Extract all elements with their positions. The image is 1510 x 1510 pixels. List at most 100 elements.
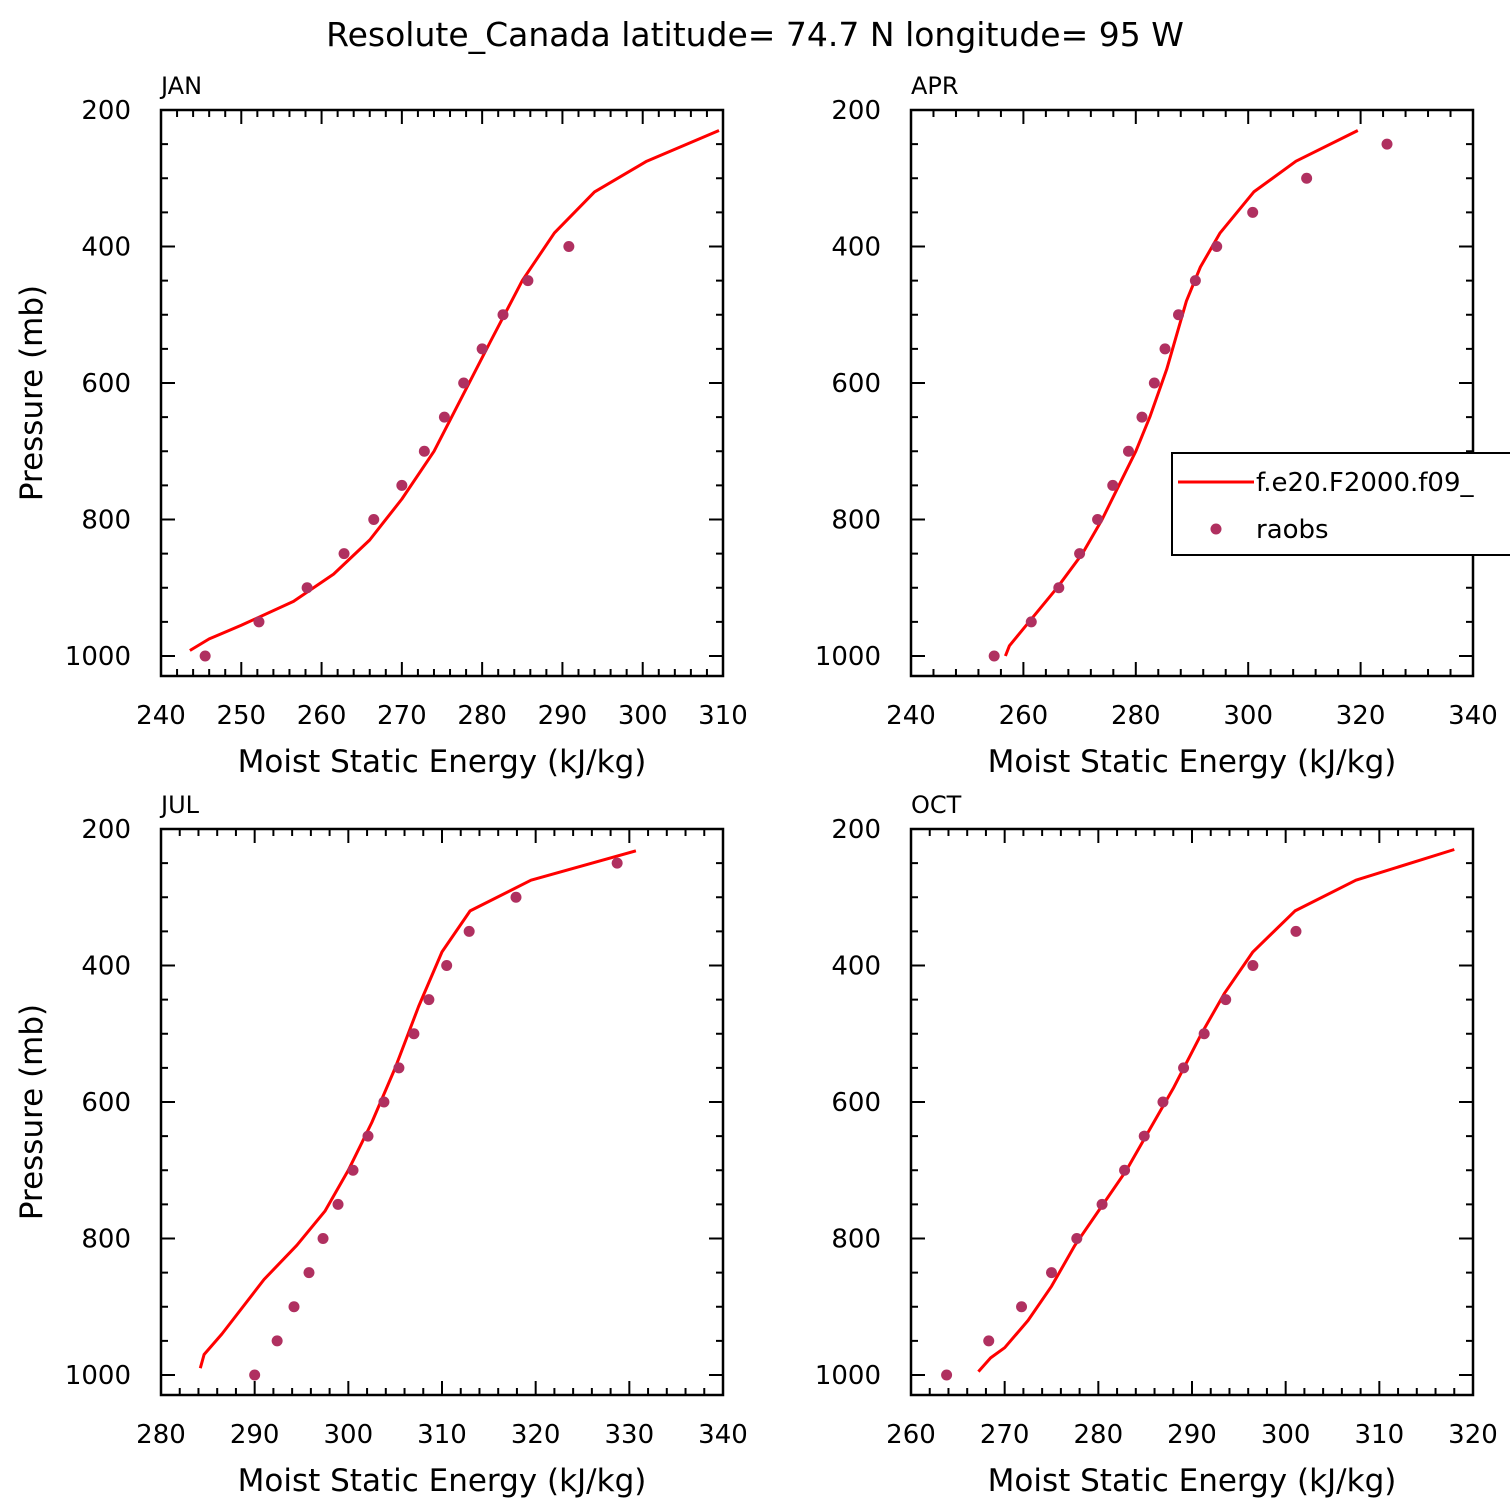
x-tick-label: 290: [1167, 1420, 1217, 1450]
x-tick-label: 280: [1111, 701, 1161, 731]
obs-point: [396, 479, 408, 491]
y-tick-label: 400: [831, 952, 881, 982]
y-tick-label: 400: [81, 952, 131, 982]
obs-point: [378, 1096, 390, 1108]
y-tick-label: 200: [81, 96, 131, 126]
y-tick-label: 200: [831, 96, 881, 126]
x-axis-label: Moist Static Energy (kJ/kg): [238, 1463, 647, 1499]
x-tick-label: 290: [538, 701, 588, 731]
obs-point: [1016, 1301, 1028, 1313]
x-tick-label: 300: [324, 1420, 374, 1450]
legend-label: raobs: [1256, 515, 1329, 545]
y-tick-label: 800: [81, 506, 131, 536]
obs-point: [983, 1335, 995, 1347]
x-tick-label: 320: [1448, 1420, 1498, 1450]
x-tick-label: 260: [999, 701, 1049, 731]
legend-label: f.e20.F2000.f09_: [1256, 468, 1474, 498]
y-tick-label: 600: [831, 369, 881, 399]
obs-point: [611, 857, 623, 869]
obs-point: [271, 1335, 283, 1347]
x-tick-label: 310: [417, 1420, 467, 1450]
obs-point: [1092, 514, 1104, 525]
obs-point: [1173, 309, 1185, 321]
x-tick-label: 280: [136, 1420, 186, 1450]
x-tick-label: 340: [1448, 701, 1498, 731]
obs-point: [1074, 548, 1086, 560]
obs-point: [476, 343, 488, 355]
x-tick-label: 240: [886, 701, 936, 731]
panel-label: OCT: [911, 791, 962, 819]
obs-point: [288, 1301, 300, 1313]
obs-point: [988, 650, 1000, 662]
x-tick-label: 320: [1336, 701, 1386, 731]
y-tick-label: 1000: [65, 642, 131, 672]
series-line-model: [977, 848, 1455, 1373]
obs-point: [1220, 994, 1232, 1006]
plot-frame: [159, 827, 725, 1397]
obs-point: [1211, 241, 1223, 252]
y-tick-label: 1000: [815, 1361, 881, 1391]
obs-point: [463, 925, 475, 937]
x-tick-label: 320: [511, 1420, 561, 1450]
obs-point: [510, 891, 522, 903]
x-tick-label: 300: [1261, 1420, 1311, 1450]
obs-point: [317, 1233, 329, 1244]
x-tick-label: 270: [377, 701, 427, 731]
x-tick-label: 260: [297, 701, 347, 731]
y-axis-label: Pressure (mb): [14, 285, 50, 501]
plot-frame: [909, 827, 1475, 1397]
obs-point: [1025, 616, 1037, 628]
obs-point: [362, 1130, 374, 1142]
y-tick-label: 600: [831, 1088, 881, 1118]
obs-point: [1159, 343, 1171, 355]
series-line-model: [189, 129, 720, 652]
x-axis-label: Moist Static Energy (kJ/kg): [238, 744, 647, 780]
x-tick-label: 250: [216, 701, 266, 731]
y-axis-label: Pressure (mb): [14, 1004, 50, 1220]
y-tick-label: 400: [81, 233, 131, 263]
obs-point: [1046, 1267, 1057, 1279]
y-tick-label: 800: [831, 506, 881, 536]
obs-point: [423, 994, 435, 1006]
plot-frame: [909, 108, 1475, 678]
obs-point: [1381, 138, 1393, 150]
obs-point: [1198, 1028, 1210, 1040]
obs-point: [338, 548, 350, 560]
obs-point: [408, 1028, 420, 1040]
y-tick-label: 200: [831, 815, 881, 845]
legend: f.e20.F2000.f09_raobs: [1171, 452, 1510, 556]
y-tick-label: 1000: [65, 1361, 131, 1391]
obs-point: [1148, 377, 1160, 389]
y-tick-label: 800: [831, 1225, 881, 1255]
obs-point: [253, 616, 265, 628]
obs-point: [522, 275, 534, 287]
obs-point: [563, 241, 575, 252]
y-tick-label: 600: [81, 369, 131, 399]
x-axis-label: Moist Static Energy (kJ/kg): [988, 1463, 1397, 1499]
x-tick-label: 340: [698, 1420, 748, 1450]
x-tick-label: 240: [136, 701, 186, 731]
figure-title: Resolute_Canada latitude= 74.7 N longitu…: [326, 15, 1184, 54]
y-tick-label: 600: [81, 1088, 131, 1118]
x-tick-label: 280: [457, 701, 507, 731]
obs-point: [301, 582, 313, 594]
x-tick-label: 330: [605, 1420, 655, 1450]
x-tick-label: 260: [886, 1420, 936, 1450]
obs-point: [458, 377, 470, 389]
x-tick-label: 310: [698, 701, 748, 731]
obs-point: [368, 514, 380, 525]
panel-label: JUL: [159, 791, 200, 819]
obs-point: [332, 1198, 344, 1210]
obs-point: [438, 411, 450, 423]
x-tick-label: 310: [1355, 1420, 1405, 1450]
y-tick-label: 1000: [815, 642, 881, 672]
obs-point: [1178, 1062, 1190, 1074]
obs-point: [941, 1369, 953, 1381]
obs-point: [249, 1369, 261, 1381]
obs-point: [1071, 1233, 1083, 1244]
